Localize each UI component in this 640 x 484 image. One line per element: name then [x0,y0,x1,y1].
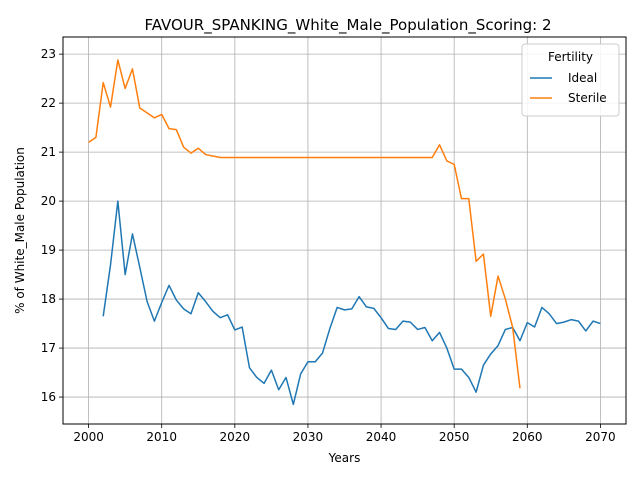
y-tick-label: 22 [41,96,56,110]
x-tick-label: 2070 [585,430,616,444]
x-tick-label: 2040 [366,430,397,444]
legend-label-ideal: Ideal [568,71,597,85]
legend-title: Fertility [548,50,593,64]
chart-title: FAVOUR_SPANKING_White_Male_Population_Sc… [144,16,551,35]
y-tick-label: 21 [41,145,56,159]
y-axis-ticks: 16 17 18 19 20 21 22 23 [41,47,63,404]
y-tick-label: 18 [41,292,56,306]
legend-label-sterile: Sterile [568,91,607,105]
x-tick-label: 2010 [146,430,177,444]
plot-frame [62,36,627,425]
y-tick-label: 17 [41,341,56,355]
x-axis-label: Years [328,451,361,465]
x-axis-ticks: 2000 2010 2020 2030 2040 2050 2060 2070 [73,424,616,444]
x-tick-label: 2000 [73,430,104,444]
x-tick-label: 2030 [293,430,324,444]
series-lines [88,59,601,406]
y-tick-label: 23 [41,47,56,61]
series-line-sterile [88,59,521,389]
x-tick-label: 2050 [439,430,470,444]
y-tick-label: 16 [41,390,56,404]
y-tick-label: 20 [41,194,56,208]
series-line-ideal [102,200,601,406]
x-tick-label: 2020 [220,430,251,444]
y-axis-label: % of White_Male Population [13,147,27,314]
legend: Fertility Ideal Sterile [521,43,620,117]
x-tick-label: 2060 [512,430,543,444]
y-tick-label: 19 [41,243,56,257]
